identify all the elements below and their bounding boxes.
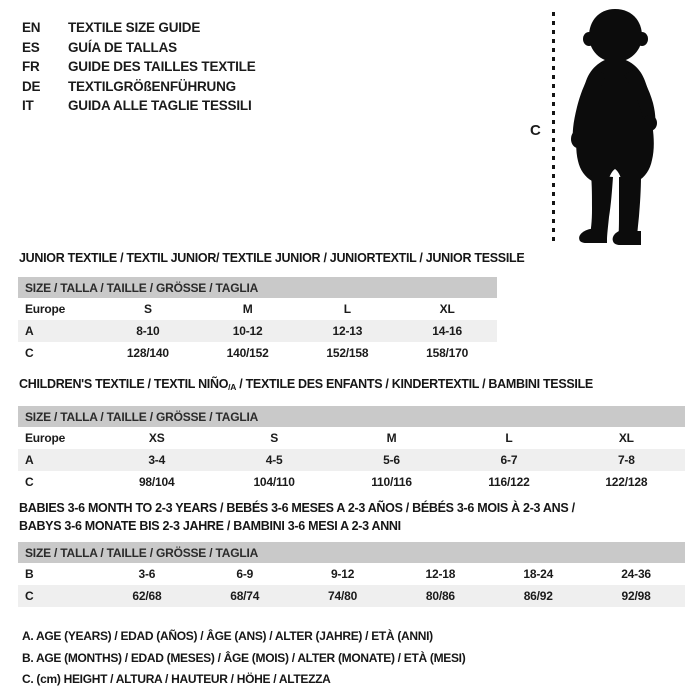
table-row-age-years: A 3-4 4-5 5-6 6-7 7-8	[18, 449, 685, 471]
row-label: B	[25, 567, 34, 581]
babies-section-title-line2: BABYS 3-6 MONATE BIS 2-3 JAHRE / BAMBINI…	[19, 519, 401, 533]
table-cell: XL	[439, 302, 455, 316]
table-cell: 8-10	[136, 324, 160, 338]
height-measure-dotted-line	[552, 12, 555, 243]
table-cell: 62/68	[132, 589, 162, 603]
row-label: C	[25, 475, 34, 489]
table-cell: S	[270, 431, 279, 445]
row-label: C	[25, 589, 34, 603]
table-cell: 122/128	[605, 475, 648, 489]
language-row-it: IT GUIDA ALLE TAGLIE TESSILI	[22, 96, 256, 116]
row-label: Europe	[25, 302, 66, 316]
children-title-prefix: CHILDREN'S TEXTILE / TEXTIL NIÑO	[19, 377, 229, 391]
language-row-fr: FR GUIDE DES TAILLES TEXTILE	[22, 57, 256, 77]
table-cell: L	[343, 302, 351, 316]
table-cell: 6-9	[236, 567, 254, 581]
size-header-bar: SIZE / TALLA / TAILLE / GRÖSSE / TAGLIA	[18, 542, 685, 563]
table-cell: 12-18	[425, 567, 456, 581]
junior-section-title: JUNIOR TEXTILE / TEXTIL JUNIOR/ TEXTILE …	[19, 251, 525, 265]
table-row-height: C 62/68 68/74 74/80 80/86 86/92 92/98	[18, 585, 685, 607]
language-code: ES	[22, 39, 40, 55]
table-cell: 104/110	[253, 475, 295, 489]
row-label: A	[25, 453, 34, 467]
language-title: TEXTILE SIZE GUIDE	[68, 20, 201, 36]
table-row-age-years: A 8-10 10-12 12-13 14-16	[18, 320, 497, 342]
table-cell: 12-13	[332, 324, 363, 338]
language-row-en: EN TEXTILE SIZE GUIDE	[22, 18, 256, 38]
toddler-silhouette-icon	[571, 9, 657, 245]
language-title: GUIDA ALLE TAGLIE TESSILI	[68, 98, 252, 114]
height-measure-label: C	[530, 122, 541, 139]
table-cell: 140/152	[226, 346, 269, 360]
table-cell: 3-4	[148, 453, 166, 467]
row-label: Europe	[25, 431, 66, 445]
table-cell: 92/98	[621, 589, 651, 603]
table-cell: M	[242, 302, 253, 316]
table-cell: L	[505, 431, 513, 445]
table-cell: XS	[148, 431, 165, 445]
language-row-es: ES GUÍA DE TALLAS	[22, 38, 256, 58]
table-cell: 7-8	[617, 453, 635, 467]
children-size-table: SIZE / TALLA / TAILLE / GRÖSSE / TAGLIA …	[18, 406, 685, 493]
table-cell: 18-24	[523, 567, 554, 581]
table-cell: 74/80	[328, 589, 358, 603]
table-row-europe: Europe S M L XL	[18, 298, 497, 320]
table-cell: S	[143, 302, 152, 316]
legend-line-c: C. (cm) HEIGHT / ALTURA / HAUTEUR / HÖHE…	[22, 672, 331, 686]
language-title: GUIDE DES TAILLES TEXTILE	[68, 59, 256, 75]
table-cell: 116/122	[488, 475, 530, 489]
table-cell: 5-6	[383, 453, 400, 467]
table-cell: 68/74	[230, 589, 260, 603]
children-title-subscript: /A	[228, 382, 237, 392]
language-row-de: DE TEXTILGRÖßENFÜHRUNG	[22, 77, 256, 97]
table-row-europe: Europe XS S M L XL	[18, 427, 685, 449]
table-cell: 110/116	[371, 475, 412, 489]
language-code: DE	[22, 78, 41, 94]
table-cell: 152/158	[326, 346, 369, 360]
table-cell: 24-36	[621, 567, 651, 581]
size-header-bar: SIZE / TALLA / TAILLE / GRÖSSE / TAGLIA	[18, 406, 685, 427]
junior-size-table: SIZE / TALLA / TAILLE / GRÖSSE / TAGLIA …	[18, 277, 497, 364]
children-title-suffix: / TEXTILE DES ENFANTS / KINDERTEXTIL / B…	[236, 377, 593, 391]
table-cell: 6-7	[500, 453, 518, 467]
row-label: C	[25, 346, 34, 360]
table-cell: 14-16	[432, 324, 462, 338]
language-code: IT	[22, 98, 34, 114]
table-cell: 3-6	[138, 567, 156, 581]
row-label: A	[25, 324, 34, 338]
babies-size-table: SIZE / TALLA / TAILLE / GRÖSSE / TAGLIA …	[18, 542, 685, 607]
table-cell: XL	[618, 431, 634, 445]
babies-section-title-line1: BABIES 3-6 MONTH TO 2-3 YEARS / BEBÉS 3-…	[19, 501, 575, 515]
table-row-age-months: B 3-6 6-9 9-12 12-18 18-24 24-36	[18, 563, 685, 585]
measurement-legend: A. AGE (YEARS) / EDAD (AÑOS) / ÂGE (ANS)…	[22, 626, 466, 691]
size-header-bar: SIZE / TALLA / TAILLE / GRÖSSE / TAGLIA	[18, 277, 497, 298]
table-cell: 86/92	[523, 589, 553, 603]
table-cell: M	[386, 431, 397, 445]
language-code: EN	[22, 20, 41, 36]
table-cell: 9-12	[330, 567, 355, 581]
table-cell: 158/170	[426, 346, 469, 360]
language-title-list: EN TEXTILE SIZE GUIDE ES GUÍA DE TALLAS …	[22, 18, 256, 116]
table-cell: 10-12	[232, 324, 263, 338]
table-row-height: C 98/104 104/110 110/116 116/122 122/128	[18, 471, 685, 493]
legend-line-b: B. AGE (MONTHS) / EDAD (MESES) / ÂGE (MO…	[22, 650, 466, 665]
legend-line-a: A. AGE (YEARS) / EDAD (AÑOS) / ÂGE (ANS)…	[22, 629, 433, 643]
language-title: TEXTILGRÖßENFÜHRUNG	[68, 78, 236, 94]
table-cell: 128/140	[126, 346, 169, 360]
table-cell: 98/104	[138, 475, 175, 489]
table-cell: 80/86	[425, 589, 455, 603]
language-title: GUÍA DE TALLAS	[68, 39, 177, 55]
language-code: FR	[22, 59, 40, 75]
table-row-height: C 128/140 140/152 152/158 158/170	[18, 342, 497, 364]
children-section-title: CHILDREN'S TEXTILE / TEXTIL NIÑO/A / TEX…	[19, 377, 593, 392]
table-cell: 4-5	[265, 453, 283, 467]
